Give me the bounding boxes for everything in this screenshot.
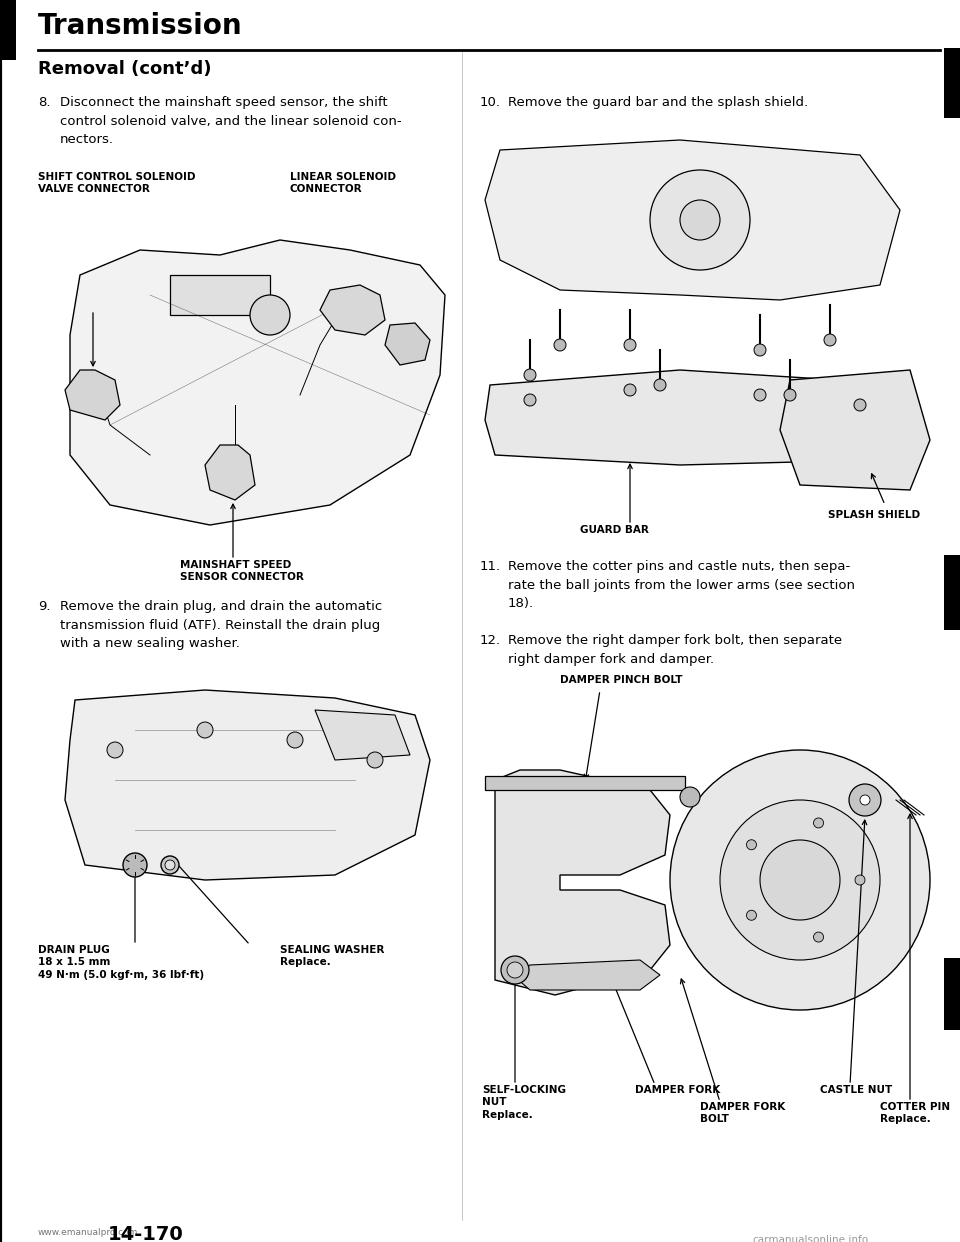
Circle shape [754,344,766,356]
Text: 12.: 12. [480,633,501,647]
Circle shape [624,339,636,351]
Circle shape [855,876,865,886]
Text: LINEAR SOLENOID
CONNECTOR: LINEAR SOLENOID CONNECTOR [290,171,396,194]
PathPatch shape [385,323,430,365]
Circle shape [747,910,756,920]
Text: Remove the cotter pins and castle nuts, then sepa-
rate the ball joints from the: Remove the cotter pins and castle nuts, … [508,560,855,610]
Circle shape [813,818,824,828]
Circle shape [507,963,523,977]
Circle shape [784,389,796,401]
Text: CASTLE NUT: CASTLE NUT [820,1086,892,1095]
Text: SEALING WASHER
Replace.: SEALING WASHER Replace. [280,945,384,968]
Text: Remove the drain plug, and drain the automatic
transmission fluid (ATF). Reinsta: Remove the drain plug, and drain the aut… [60,600,382,650]
Text: Transmission: Transmission [38,12,243,40]
Circle shape [860,795,870,805]
Circle shape [123,853,147,877]
Text: 11.: 11. [480,560,501,573]
Text: DRAIN PLUG
18 x 1.5 mm
49 N·m (5.0 kgf·m, 36 lbf·ft): DRAIN PLUG 18 x 1.5 mm 49 N·m (5.0 kgf·m… [38,945,204,980]
Polygon shape [0,0,16,60]
Polygon shape [944,555,960,630]
Polygon shape [944,48,960,118]
Text: DAMPER FORK: DAMPER FORK [635,1086,720,1095]
Circle shape [624,384,636,396]
Circle shape [367,751,383,768]
PathPatch shape [65,370,120,420]
Circle shape [197,722,213,738]
Circle shape [747,840,756,850]
Bar [485,776,685,790]
Text: SPLASH SHIELD: SPLASH SHIELD [828,510,920,520]
PathPatch shape [205,445,255,501]
Text: Disconnect the mainshaft speed sensor, the shift
control solenoid valve, and the: Disconnect the mainshaft speed sensor, t… [60,96,401,147]
Circle shape [720,800,880,960]
Text: SHIFT CONTROL SOLENOID
VALVE CONNECTOR: SHIFT CONTROL SOLENOID VALVE CONNECTOR [38,171,196,194]
Text: Remove the guard bar and the splash shield.: Remove the guard bar and the splash shie… [508,96,808,109]
PathPatch shape [485,140,900,301]
Circle shape [250,296,290,335]
Text: SELF-LOCKING
NUT
Replace.: SELF-LOCKING NUT Replace. [482,1086,566,1120]
Text: 14-170: 14-170 [108,1225,183,1242]
Circle shape [287,732,303,748]
PathPatch shape [515,960,660,990]
PathPatch shape [495,770,670,995]
Text: GUARD BAR: GUARD BAR [580,525,649,535]
Text: www.emanualpro.com: www.emanualpro.com [38,1228,138,1237]
PathPatch shape [65,691,430,881]
Circle shape [680,200,720,240]
Circle shape [754,389,766,401]
Circle shape [760,840,840,920]
Circle shape [107,741,123,758]
Circle shape [524,394,536,406]
PathPatch shape [780,370,930,491]
Text: Remove the right damper fork bolt, then separate
right damper fork and damper.: Remove the right damper fork bolt, then … [508,633,842,666]
Circle shape [650,170,750,270]
Circle shape [161,856,179,874]
PathPatch shape [70,240,445,525]
Text: 10.: 10. [480,96,501,109]
Polygon shape [944,958,960,1030]
Circle shape [680,787,700,807]
Circle shape [654,379,666,391]
Circle shape [501,956,529,984]
PathPatch shape [320,284,385,335]
Circle shape [524,369,536,381]
PathPatch shape [485,370,895,465]
Text: DAMPER FORK
BOLT: DAMPER FORK BOLT [700,1102,785,1124]
Text: carmanualsonline.info: carmanualsonline.info [752,1235,868,1242]
Circle shape [824,334,836,347]
Text: MAINSHAFT SPEED
SENSOR CONNECTOR: MAINSHAFT SPEED SENSOR CONNECTOR [180,560,304,582]
Circle shape [670,750,930,1010]
PathPatch shape [315,710,410,760]
Text: COTTER PIN
Replace.: COTTER PIN Replace. [880,1102,950,1124]
Text: 9.: 9. [38,600,51,614]
Bar [170,274,270,315]
Circle shape [813,932,824,943]
Circle shape [849,784,881,816]
Text: Removal (cont’d): Removal (cont’d) [38,60,211,78]
Text: DAMPER PINCH BOLT: DAMPER PINCH BOLT [560,674,683,686]
Circle shape [854,399,866,411]
Text: 8.: 8. [38,96,51,109]
Circle shape [554,339,566,351]
Circle shape [165,859,175,869]
